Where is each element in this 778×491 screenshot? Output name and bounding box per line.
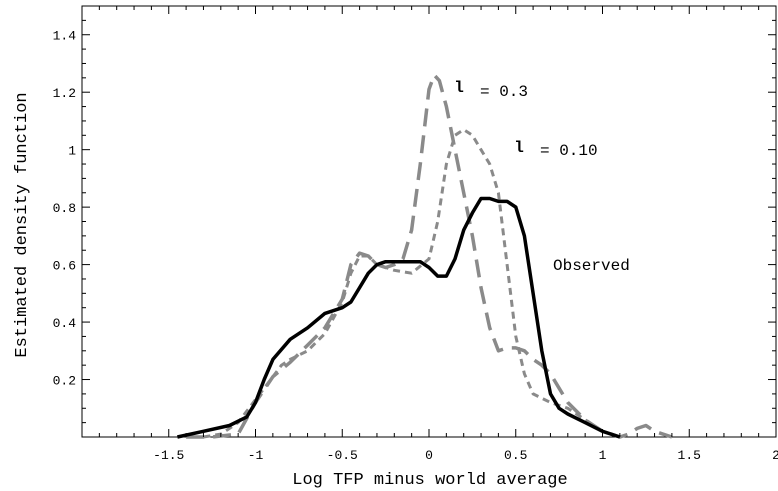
- series-line-solid: [177, 196, 621, 439]
- x-tick-label: -1: [248, 448, 264, 463]
- series-line-short-dash: [203, 128, 621, 439]
- annotation-label: = 0.3: [480, 83, 528, 101]
- y-tick-label: 0.4: [53, 316, 77, 331]
- y-tick-label: 0.6: [53, 259, 76, 274]
- x-tick-label: 0.5: [504, 448, 527, 463]
- ticks-layer: [81, 5, 777, 438]
- plot-border: [81, 5, 777, 438]
- y-tick-label: 0.8: [53, 201, 76, 216]
- y-tick-label: 1: [68, 144, 76, 159]
- annotation-symbol: l: [514, 139, 524, 157]
- x-tick-label: 0: [425, 448, 433, 463]
- x-tick-label: -1.5: [153, 448, 184, 463]
- annotation-symbol: l: [454, 79, 464, 97]
- y-tick-label: 0.2: [53, 374, 76, 389]
- y-tick-label: 1.4: [53, 29, 77, 44]
- tick-labels: -1.5 -1 -0.5 0 0.5 1 1.5 2 0.2 0.4 0.6 0.8 1 1.2 1.4: [53, 29, 778, 463]
- annotation-label: = 0.10: [540, 142, 598, 160]
- y-axis-title: Estimated density function: [13, 92, 32, 357]
- annotation-label: Observed: [553, 257, 630, 275]
- series-layer: [177, 73, 673, 439]
- x-tick-label: -0.5: [327, 448, 358, 463]
- x-tick-label: 2: [772, 448, 778, 463]
- series-line-long-dash: [186, 73, 673, 439]
- annotations: l = 0.3 l = 0.10 Observed: [454, 79, 630, 275]
- y-tick-label: 1.2: [53, 86, 76, 101]
- plot-frame: [81, 5, 777, 438]
- x-axis-title: Log TFP minus world average: [292, 471, 567, 490]
- x-tick-label: 1.5: [678, 448, 701, 463]
- x-tick-label: 1: [599, 448, 607, 463]
